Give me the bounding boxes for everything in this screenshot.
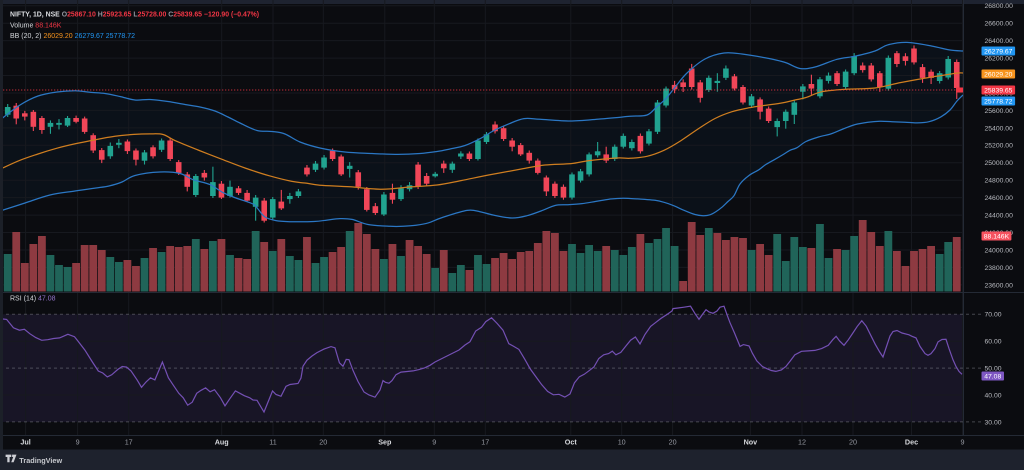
- svg-text:12: 12: [798, 438, 806, 447]
- svg-text:11: 11: [269, 438, 276, 447]
- svg-text:40.00: 40.00: [985, 392, 1002, 399]
- svg-text:Nov: Nov: [744, 438, 758, 447]
- svg-text:Sep: Sep: [378, 438, 392, 447]
- svg-text:10: 10: [618, 438, 626, 447]
- svg-text:26279.67: 26279.67: [984, 48, 1013, 55]
- svg-text:17: 17: [125, 438, 133, 447]
- svg-text:20: 20: [849, 438, 857, 447]
- svg-text:24600.00: 24600.00: [985, 195, 1014, 202]
- svg-text:TradingView: TradingView: [19, 456, 62, 465]
- svg-text:20: 20: [319, 438, 327, 447]
- svg-text:24800.00: 24800.00: [985, 178, 1014, 185]
- svg-text:9: 9: [76, 438, 80, 447]
- svg-text:26400.00: 26400.00: [985, 38, 1014, 45]
- svg-text:23600.00: 23600.00: [985, 282, 1014, 289]
- svg-text:26029.20: 26029.20: [984, 71, 1013, 78]
- svg-text:Dec: Dec: [905, 438, 918, 447]
- svg-text:70.00: 70.00: [985, 312, 1002, 319]
- svg-text:25839.65: 25839.65: [984, 87, 1013, 94]
- svg-text:26800.00: 26800.00: [985, 3, 1014, 10]
- svg-text:24400.00: 24400.00: [985, 212, 1014, 219]
- svg-text:50.00: 50.00: [985, 366, 1002, 373]
- svg-text:17: 17: [481, 438, 489, 447]
- svg-text:20: 20: [669, 438, 677, 447]
- svg-text:60.00: 60.00: [985, 339, 1002, 346]
- svg-text:9: 9: [432, 438, 436, 447]
- svg-text:BB (20, 2) 26029.20 26279.67 2: BB (20, 2) 26029.20 26279.67 25778.72: [10, 33, 135, 40]
- svg-text:25200.00: 25200.00: [985, 143, 1014, 150]
- svg-text:47.08: 47.08: [984, 373, 1001, 380]
- svg-text:26600.00: 26600.00: [985, 21, 1014, 28]
- svg-text:Oct: Oct: [565, 438, 578, 447]
- svg-text:25600.00: 25600.00: [985, 108, 1014, 115]
- svg-text:24000.00: 24000.00: [985, 247, 1014, 254]
- svg-text:RSI (14) 47.08: RSI (14) 47.08: [10, 296, 56, 303]
- svg-text:26200.00: 26200.00: [985, 55, 1014, 62]
- svg-text:Jul: Jul: [20, 438, 30, 447]
- svg-text:Aug: Aug: [215, 438, 229, 447]
- svg-text:25778.72: 25778.72: [984, 98, 1013, 105]
- svg-text:30.00: 30.00: [985, 419, 1002, 426]
- svg-text:NIFTY, 1D, NSE O25867.10 H2592: NIFTY, 1D, NSE O25867.10 H25923.65 L2572…: [10, 12, 259, 19]
- svg-text:9: 9: [961, 438, 965, 447]
- svg-text:88.146K: 88.146K: [984, 233, 1010, 240]
- svg-text:25000.00: 25000.00: [985, 160, 1014, 167]
- svg-text:23800.00: 23800.00: [985, 265, 1014, 272]
- svg-text:25400.00: 25400.00: [985, 125, 1014, 132]
- svg-text:Volume 88.146K: Volume 88.146K: [10, 22, 62, 29]
